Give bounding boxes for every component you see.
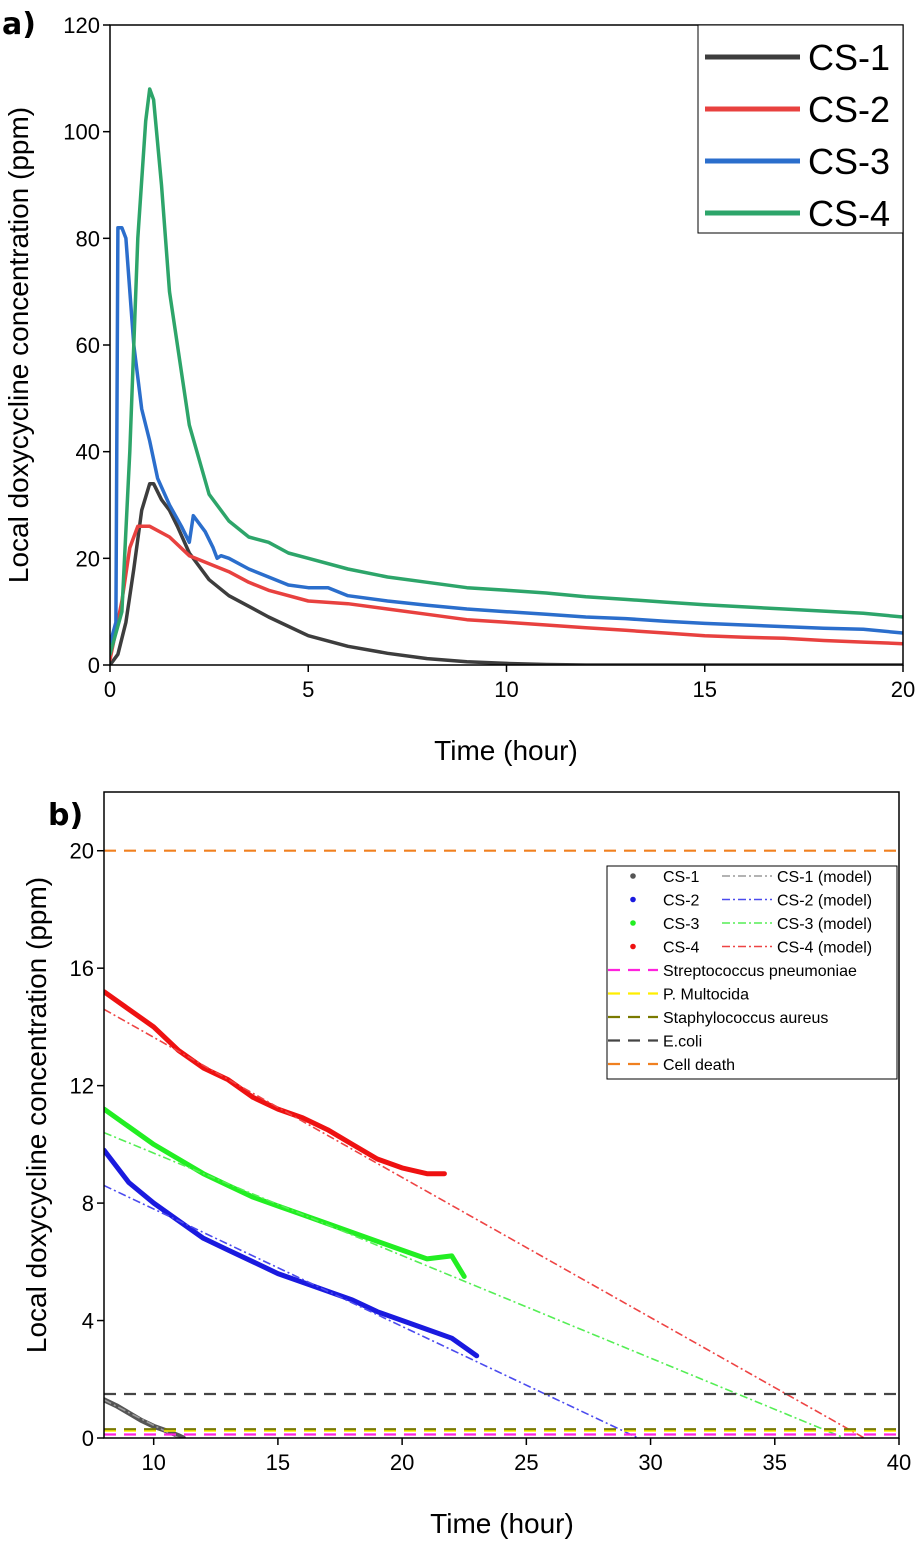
- b-y-tick-label: 4: [82, 1309, 94, 1334]
- a-x-tick-label: 5: [302, 677, 314, 702]
- b-x-tick-label: 25: [514, 1450, 538, 1475]
- b-legend-label-streptococcus-pneumoniae: Streptococcus pneumoniae: [663, 963, 857, 980]
- b-y-tick-label: 20: [70, 839, 94, 864]
- a-series-cs-2: [110, 524, 903, 662]
- a-x-tick-label: 0: [104, 677, 116, 702]
- panel-a-y-axis-title: Local doxycycline concentration (ppm): [3, 107, 34, 583]
- b-series-cs-4: [104, 989, 447, 1177]
- panel-b-legend: CS-1 CS-1 (model) CS-2 CS-2 (model) CS-3 CS-3…: [606, 865, 898, 1080]
- panel-b-legend-items: CS-1 CS-1 (model) CS-2 CS-2 (model) CS-3 CS-3…: [608, 869, 872, 1074]
- b-legend-swatch-cs-2: [630, 896, 636, 903]
- a-y-tick-label: 120: [63, 13, 100, 38]
- b-legend-label-cell-death: Cell death: [663, 1057, 735, 1074]
- b-y-tick-label: 16: [70, 956, 94, 981]
- panel-a-ticks: 0 5 10 15 20 0 20 40 60 80 100 120: [63, 13, 915, 702]
- a-series-clip: [110, 87, 903, 665]
- b-x-tick-label: 35: [763, 1450, 787, 1475]
- a-series-cs-1: [110, 481, 903, 665]
- panel-a-label: a): [2, 7, 36, 42]
- b-legend-swatch-cs-4: [630, 943, 636, 950]
- b-series-cs-3: [104, 1106, 467, 1279]
- b-legend-label-cs-3-model: CS-3 (model): [777, 916, 872, 933]
- b-y-tick-label: 8: [82, 1191, 94, 1216]
- panel-b-ticks: 10 15 20 25 30 35 40 0 4 8 12 16 20: [70, 839, 912, 1475]
- b-legend-label-p-multocida: P. Multocida: [663, 987, 749, 1004]
- b-series-cs-4-model: [104, 1008, 865, 1438]
- panel-b-series: [104, 849, 899, 1438]
- b-y-tick-label: 0: [82, 1426, 94, 1451]
- a-y-tick-label: 40: [76, 440, 100, 465]
- panel-b-label: b): [48, 798, 83, 833]
- b-series-cs-1: [104, 1397, 186, 1438]
- panel-b-x-axis-title: Time (hour): [430, 1508, 574, 1539]
- b-legend-swatch-cs-3: [630, 920, 636, 926]
- a-x-tick-label: 15: [693, 677, 717, 702]
- panel-b-plot-frame: [103, 791, 900, 1439]
- b-y-tick-label: 12: [70, 1074, 94, 1099]
- b-legend-label-cs-4: CS-4: [663, 940, 700, 957]
- a-series-cs-3: [110, 225, 903, 646]
- panel-a-series: [110, 87, 903, 665]
- panel-a-legend-items: CS-1 CS-2 CS-3 CS-4: [705, 37, 890, 234]
- a-x-tick-label: 20: [891, 677, 915, 702]
- b-legend-label-cs-2: CS-2: [663, 893, 700, 910]
- b-series-cs-2: [104, 1147, 480, 1359]
- b-series-clip: [104, 849, 899, 1438]
- a-legend-label-cs-4: CS-4: [808, 193, 890, 234]
- b-x-tick-label: 30: [638, 1450, 662, 1475]
- b-legend-label-cs-4-model: CS-4 (model): [777, 940, 872, 957]
- b-legend-swatch-cs-1: [630, 873, 636, 879]
- a-y-tick-label: 80: [76, 226, 100, 251]
- a-series-cs-4: [110, 87, 903, 657]
- panel-a-legend-box: [697, 24, 904, 234]
- b-legend-label-cs-1: CS-1: [663, 869, 700, 886]
- a-y-tick-label: 0: [88, 653, 100, 678]
- b-legend-label-cs-2-model: CS-2 (model): [777, 893, 872, 910]
- a-legend-label-cs-2: CS-2: [808, 89, 890, 130]
- panel-a-legend: CS-1 CS-2 CS-3 CS-4: [697, 24, 904, 234]
- a-y-tick-label: 20: [76, 546, 100, 571]
- b-x-tick-label: 40: [887, 1450, 911, 1475]
- panel-a: a) 0 5 10 15 20 0 20 40 60 80 100 120 Time (hour) L…: [2, 7, 915, 766]
- b-legend-label-cs-1-model: CS-1 (model): [777, 869, 872, 886]
- a-x-tick-label: 10: [494, 677, 518, 702]
- panel-b-legend-box: [606, 865, 898, 1080]
- b-legend-label-staphylococcus-aureus: Staphylococcus aureus: [663, 1010, 828, 1027]
- a-legend-label-cs-3: CS-3: [808, 141, 890, 182]
- panel-a-x-axis-title: Time (hour): [434, 735, 578, 766]
- b-series-cs-2-model: [104, 1184, 639, 1438]
- panel-b: b) 10 15 20 25 30 35 40 0 4 8 12 16 20 Time (hour) L…: [21, 791, 912, 1539]
- panel-b-y-axis-title: Local doxycycline concentration (ppm): [21, 877, 52, 1353]
- a-y-tick-label: 100: [63, 120, 100, 145]
- b-x-tick-label: 20: [390, 1450, 414, 1475]
- panel-a-plot-frame: [109, 24, 904, 666]
- b-legend-label-e-coli: E.coli: [663, 1034, 702, 1051]
- b-legend-label-cs-3: CS-3: [663, 916, 700, 933]
- a-y-tick-label: 60: [76, 333, 100, 358]
- b-series-cs-3-model: [104, 1131, 845, 1438]
- b-x-tick-label: 10: [141, 1450, 165, 1475]
- a-legend-label-cs-1: CS-1: [808, 37, 890, 78]
- b-x-tick-label: 15: [266, 1450, 290, 1475]
